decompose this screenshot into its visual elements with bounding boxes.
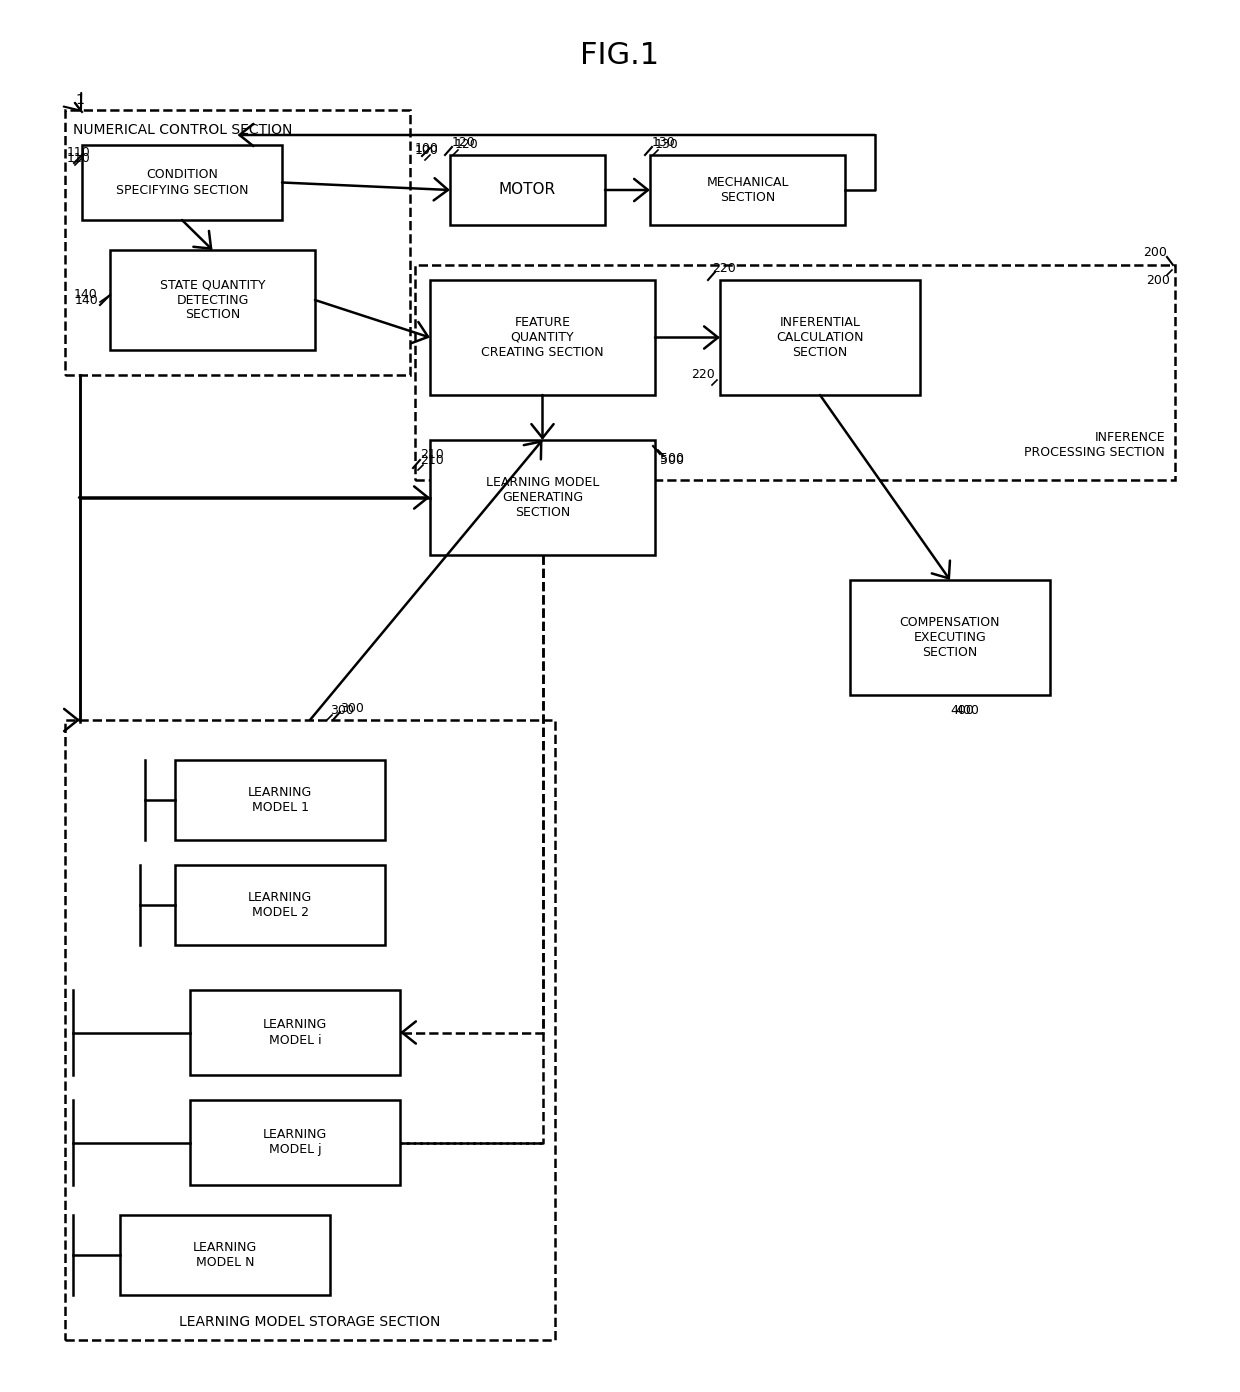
Bar (849, 580, 1050, 695)
Bar (64, 110, 410, 374)
Text: 140: 140 (74, 294, 98, 306)
Text: 120: 120 (455, 138, 479, 152)
Text: FEATURE
QUANTITY
CREATING SECTION: FEATURE QUANTITY CREATING SECTION (481, 316, 604, 359)
Text: LEARNING
MODEL 1: LEARNING MODEL 1 (248, 786, 312, 814)
Text: NUMERICAL CONTROL SECTION: NUMERICAL CONTROL SECTION (73, 122, 293, 136)
Text: LEARNING
MODEL j: LEARNING MODEL j (263, 1129, 327, 1157)
Bar (430, 440, 655, 555)
Text: 130: 130 (655, 138, 678, 152)
Bar (415, 264, 1176, 480)
Bar (120, 1215, 330, 1295)
Text: 400: 400 (950, 703, 973, 717)
Bar (64, 720, 556, 1340)
Bar (430, 280, 655, 395)
Text: 110: 110 (67, 152, 91, 164)
Text: 500: 500 (660, 451, 684, 465)
Text: LEARNING MODEL
GENERATING
SECTION: LEARNING MODEL GENERATING SECTION (486, 476, 599, 519)
Text: 220: 220 (712, 262, 735, 274)
Bar (190, 1100, 401, 1185)
Text: 300: 300 (330, 703, 353, 717)
Text: 500: 500 (660, 454, 684, 466)
Text: STATE QUANTITY
DETECTING
SECTION: STATE QUANTITY DETECTING SECTION (160, 278, 265, 322)
Text: 210: 210 (420, 448, 444, 462)
Bar (82, 145, 281, 220)
Text: 110: 110 (67, 146, 91, 160)
Text: 200: 200 (1143, 246, 1167, 259)
Text: FIG.1: FIG.1 (580, 40, 660, 70)
Text: LEARNING MODEL STORAGE SECTION: LEARNING MODEL STORAGE SECTION (180, 1315, 440, 1329)
Text: 140: 140 (73, 288, 97, 302)
Text: 400: 400 (955, 703, 978, 717)
Text: 120: 120 (453, 136, 476, 149)
Text: COMPENSATION
EXECUTING
SECTION: COMPENSATION EXECUTING SECTION (900, 617, 1001, 658)
Text: MOTOR: MOTOR (498, 182, 556, 198)
Bar (175, 760, 384, 839)
Text: MECHANICAL
SECTION: MECHANICAL SECTION (707, 175, 789, 205)
Text: INFERENCE
PROCESSING SECTION: INFERENCE PROCESSING SECTION (1024, 432, 1166, 459)
Text: 220: 220 (691, 369, 715, 381)
Text: LEARNING
MODEL 2: LEARNING MODEL 2 (248, 891, 312, 919)
Bar (110, 251, 315, 349)
Text: 130: 130 (652, 136, 676, 149)
Text: LEARNING
MODEL N: LEARNING MODEL N (193, 1242, 257, 1270)
Bar (175, 864, 384, 945)
Text: LEARNING
MODEL i: LEARNING MODEL i (263, 1019, 327, 1047)
Bar (190, 990, 401, 1075)
Text: 200: 200 (1146, 273, 1171, 287)
Text: 210: 210 (420, 454, 444, 466)
Text: INFERENTIAL
CALCULATION
SECTION: INFERENTIAL CALCULATION SECTION (776, 316, 864, 359)
Bar (650, 155, 844, 226)
Text: 300: 300 (340, 702, 363, 714)
Bar (450, 155, 605, 226)
Bar (720, 280, 920, 395)
Text: CONDITION
SPECIFYING SECTION: CONDITION SPECIFYING SECTION (115, 168, 248, 196)
Text: 100: 100 (415, 143, 439, 156)
Text: 100: 100 (415, 142, 439, 155)
Text: 1: 1 (74, 93, 84, 107)
